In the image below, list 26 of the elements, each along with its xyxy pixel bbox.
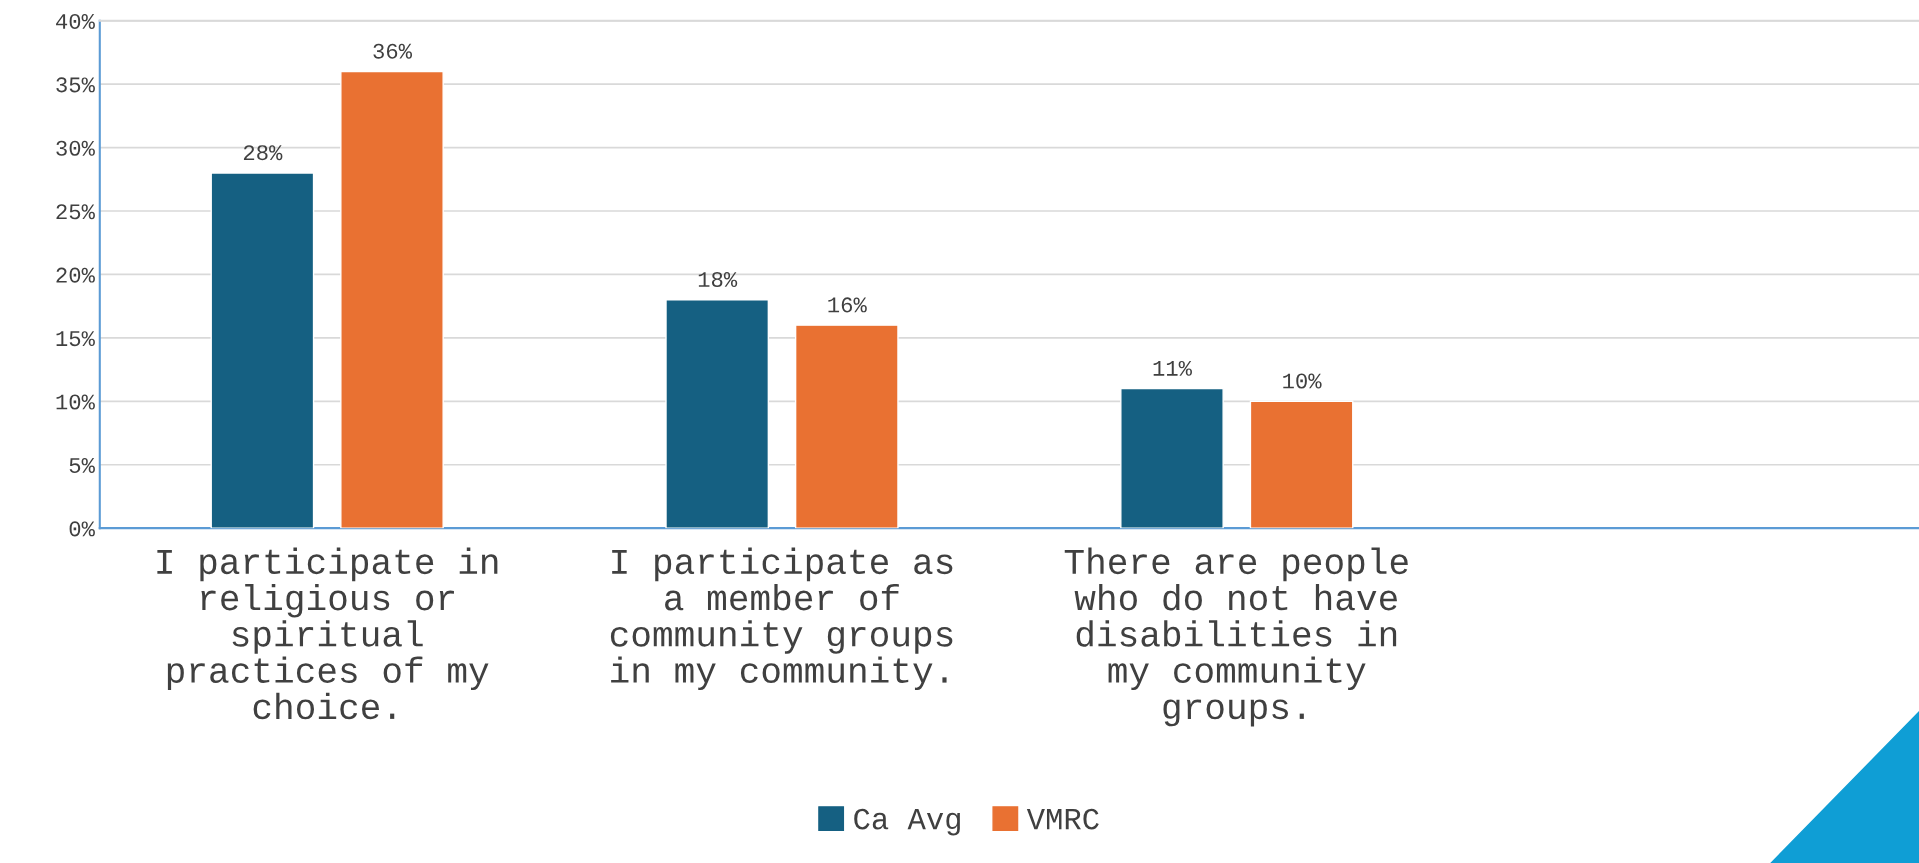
bar [794,324,899,529]
y-tick-label: 20% [56,267,95,283]
y-tick-label: 15% [56,331,95,347]
data-label: 16% [828,297,867,313]
x-tick-label: There are people who do not have disabilities in my community groups. [1064,547,1408,727]
data-label: 36% [373,43,413,59]
x-tick-label: I participate in religious or spiritual practices of my choice. [157,547,498,720]
bar [210,172,315,529]
bar [340,70,444,529]
y-tick-label: 25% [56,204,95,220]
y-tick-label: 5% [69,458,95,473]
y-tick-label: 30% [56,140,95,156]
bar [1249,400,1354,529]
y-tick-label: 0% [69,521,95,537]
bar [1120,387,1224,529]
y-tick-label: 35% [56,77,95,93]
x-tick-label: I participate as a member of community groups in my community. [610,547,953,691]
bar [665,299,770,529]
legend-label: Ca Avg [854,808,960,836]
legend-label: VMRC [1026,808,1099,830]
y-tick-label: 10% [56,394,95,410]
y-tick-label: 40% [56,13,95,29]
data-label: 18% [698,272,738,288]
data-label: 10% [1283,373,1322,389]
data-label: 28% [243,145,283,161]
data-label: 11% [1153,360,1192,376]
